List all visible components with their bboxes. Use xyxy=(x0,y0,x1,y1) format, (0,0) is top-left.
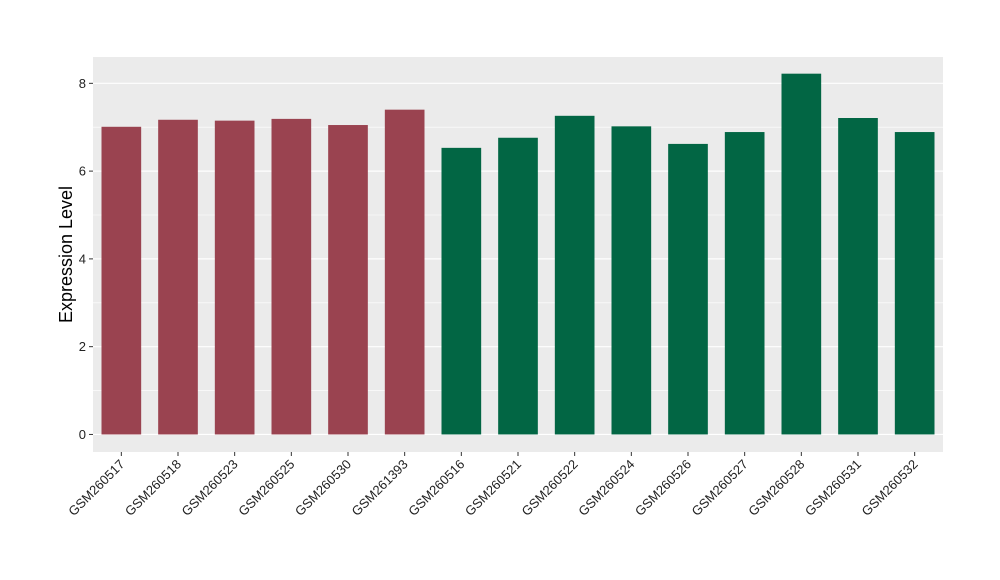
x-tick-label: GSM260524 xyxy=(575,457,637,519)
y-tick-label: 0 xyxy=(79,427,86,442)
bar-gsm260523 xyxy=(214,120,255,435)
bar-gsm260532 xyxy=(894,132,935,435)
x-tick-label: GSM260527 xyxy=(689,457,751,519)
bar-gsm260522 xyxy=(554,115,595,435)
bar-gsm260516 xyxy=(441,147,482,435)
bar-gsm260525 xyxy=(271,118,312,435)
bar-gsm260524 xyxy=(611,126,652,435)
y-axis: 0 2 4 6 8 xyxy=(79,76,93,442)
x-tick-label: GSM261393 xyxy=(349,457,411,519)
bar-gsm260526 xyxy=(668,143,708,435)
x-tick-label: GSM260526 xyxy=(632,457,694,519)
x-tick-label: GSM260530 xyxy=(292,457,354,519)
bar-gsm260531 xyxy=(838,118,878,435)
x-tick-label: GSM260517 xyxy=(65,457,127,519)
bar-gsm260528 xyxy=(781,73,822,435)
y-tick-label: 8 xyxy=(79,76,86,91)
bar-gsm260530 xyxy=(328,125,368,435)
x-axis: GSM260517GSM260518GSM260523GSM260525GSM2… xyxy=(65,452,921,519)
bar-gsm260521 xyxy=(498,137,538,435)
x-tick-label: GSM260528 xyxy=(745,457,807,519)
x-tick-label: GSM260518 xyxy=(122,457,184,519)
y-tick-label: 6 xyxy=(79,164,86,179)
y-tick-label: 4 xyxy=(79,251,86,266)
bar-gsm261393 xyxy=(384,109,425,435)
x-tick-label: GSM260532 xyxy=(859,457,921,519)
y-axis-title: Expression Level xyxy=(56,186,76,323)
x-tick-label: GSM260525 xyxy=(235,457,297,519)
bar-gsm260518 xyxy=(158,119,198,435)
x-tick-label: GSM260522 xyxy=(519,457,581,519)
x-tick-label: GSM260516 xyxy=(405,457,467,519)
y-tick-label: 2 xyxy=(79,339,86,354)
bar-gsm260517 xyxy=(101,126,142,435)
x-tick-label: GSM260531 xyxy=(802,457,864,519)
bar-gsm260527 xyxy=(724,132,765,435)
bars xyxy=(101,73,935,435)
x-tick-label: GSM260521 xyxy=(462,457,524,519)
x-tick-label: GSM260523 xyxy=(179,457,241,519)
